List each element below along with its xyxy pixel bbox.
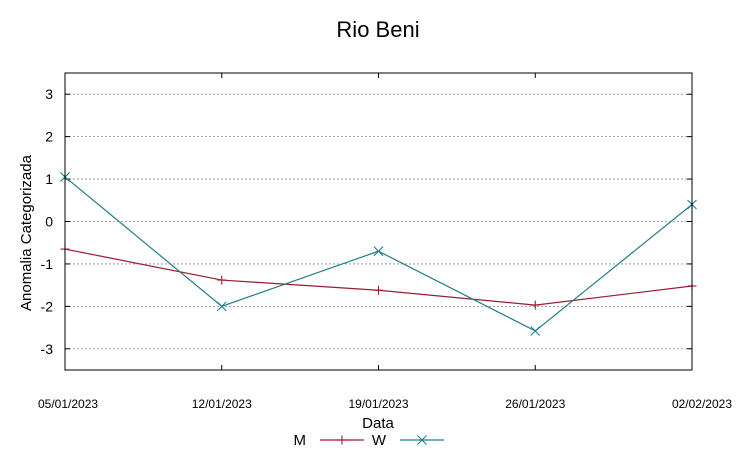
y-tick-label: 1: [45, 171, 53, 187]
x-tick-label: 19/01/2023: [348, 397, 408, 411]
data-point: [530, 300, 540, 310]
chart-title: Rio Beni: [336, 17, 419, 42]
y-tick-label: 3: [45, 86, 53, 102]
series-line-m: [64, 248, 693, 306]
y-tick-label: 2: [45, 129, 53, 145]
x-tick-label: 05/01/2023: [38, 397, 98, 411]
y-tick-label: -3: [41, 341, 54, 357]
data-point: [373, 246, 384, 257]
x-axis-label: Data: [362, 415, 394, 432]
data-point: [374, 285, 383, 295]
grid-lines: [65, 93, 692, 350]
plot-frame: [64, 72, 693, 371]
x-tick-label: 02/02/2023: [672, 397, 732, 411]
data-point: [337, 435, 347, 445]
legend-label-m: M: [294, 432, 307, 449]
y-axis-ticks: 3 2 1 0 -1 -2 -3: [41, 86, 692, 357]
y-tick-label: -1: [41, 256, 54, 272]
y-axis-label: Anomalia Categorizada: [18, 154, 35, 311]
series-lines: [60, 172, 697, 336]
x-tick-label: 26/01/2023: [505, 397, 565, 411]
x-axis-ticks: 05/01/2023 12/01/2023 19/01/2023 26/01/2023…: [38, 73, 732, 411]
data-point: [216, 301, 227, 312]
data-point: [417, 435, 427, 445]
legend-label-w: W: [372, 432, 387, 449]
data-point: [217, 275, 227, 285]
y-tick-label: -2: [41, 298, 54, 314]
series-line-w: [64, 176, 693, 332]
y-tick-label: 0: [45, 214, 53, 230]
data-point: [530, 326, 541, 336]
x-tick-label: 12/01/2023: [192, 397, 252, 411]
